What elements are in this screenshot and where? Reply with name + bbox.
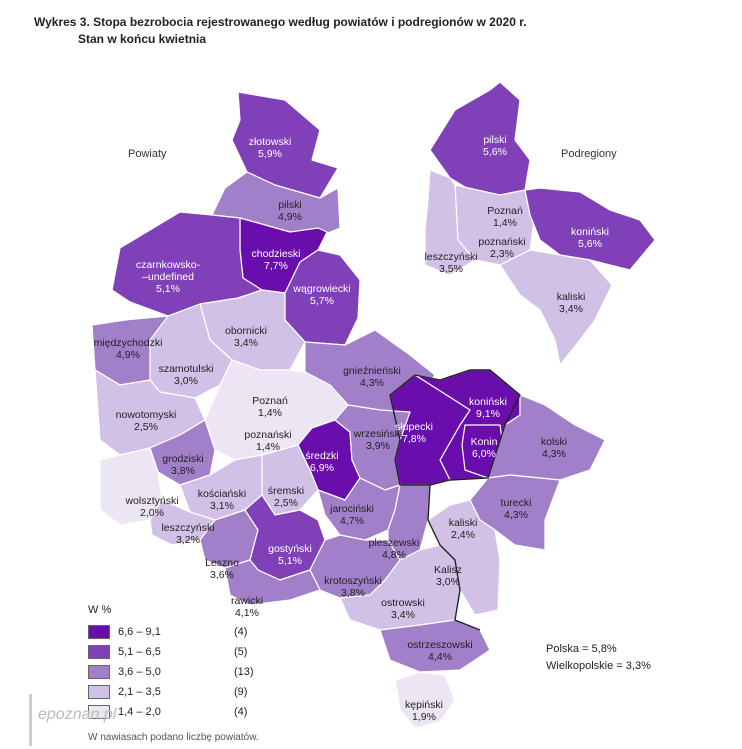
- powiat-label-12: koniński 9,1%: [469, 396, 507, 420]
- legend-row: 6,6 – 9,1 (4): [88, 622, 254, 642]
- powiat-label-34: kępiński 1,9%: [405, 699, 443, 723]
- legend-row: 1,4 – 2,0 (4): [88, 702, 254, 722]
- powiat-region-33: [379, 619, 491, 673]
- podregion-label-3: koniński 5,6%: [571, 226, 609, 250]
- legend-swatch: [88, 685, 110, 699]
- powiat-label-19: wolsztyński 2,0%: [124, 495, 178, 519]
- powiaty-heading: Powiaty: [128, 148, 167, 160]
- podregion-label-5: kaliski 3,4%: [557, 291, 586, 315]
- footnote: W nawiasach podano liczbę powiatów.: [88, 732, 259, 743]
- legend-count: (9): [234, 686, 248, 698]
- powiat-label-24: leszczyński 3,2%: [161, 522, 214, 546]
- podregion-region-4: [424, 169, 476, 276]
- powiat-label-26: gostyński 5,1%: [268, 543, 312, 567]
- powiat-label-31: rawicki 4,1%: [231, 595, 263, 619]
- powiat-label-16: grodziski 3,8%: [162, 453, 203, 477]
- powiat-label-15: kolski 4,3%: [541, 436, 567, 460]
- legend-range: 6,6 – 9,1: [118, 626, 161, 638]
- legend-range: 5,1 – 6,5: [118, 646, 161, 658]
- podregion-region-5: [499, 249, 613, 366]
- powiat-label-32: ostrowski 3,4%: [381, 597, 425, 621]
- legend-swatch: [88, 645, 110, 659]
- powiat-label-9: Poznań 1,4%: [252, 395, 288, 419]
- powiat-label-10: poznański 1,4%: [244, 429, 291, 453]
- subregion-boundary-0: [389, 369, 521, 486]
- powiat-label-14: Konin 6,0%: [471, 436, 498, 460]
- podregion-label-4: leszczyński 3,5%: [424, 251, 477, 275]
- total-wielkopolskie: Wielkopolskie = 3,3%: [546, 660, 651, 672]
- powiat-label-1: pilski 4,9%: [278, 199, 302, 223]
- podregion-label-1: Poznań 1,4%: [487, 205, 523, 229]
- powiat-label-17: średzki 6,9%: [305, 450, 338, 474]
- podregion-region-0: [429, 81, 531, 196]
- powiat-label-21: śremski 2,5%: [268, 485, 304, 509]
- powiat-region-34: [394, 671, 456, 729]
- powiat-region-16: [149, 419, 216, 486]
- subregion-boundary-1: [427, 484, 481, 631]
- legend-row: 2,1 – 3,5 (9): [88, 682, 254, 702]
- powiat-label-28: kaliski 2,4%: [449, 517, 478, 541]
- watermark-logo: epoznan.pl: [38, 706, 117, 723]
- powiat-label-30: krotoszyński 3,8%: [324, 575, 382, 599]
- powiat-label-33: ostrzeszowski 4,4%: [407, 639, 472, 663]
- powiat-label-23: turecki 4,3%: [501, 497, 532, 521]
- powiat-label-27: pleszewski 4,8%: [369, 537, 420, 561]
- map-legend: W % 6,6 – 9,1 (4) 5,1 – 6,5 (5) 3,6 – 5,0 (13…: [88, 604, 254, 722]
- chart-title: Wykres 3. Stopa bezrobocia rejestrowaneg…: [34, 14, 527, 48]
- powiat-label-3: czarnkowsko-–undefined 5,1%: [136, 259, 201, 295]
- legend-row: 3,6 – 5,0 (13): [88, 662, 254, 682]
- legend-count: (4): [234, 626, 248, 638]
- powiat-label-25: Leszno 3,6%: [205, 557, 239, 581]
- title-line-2: Stan w końcu kwietnia: [78, 32, 207, 46]
- powiat-label-22: jarociński 4,7%: [329, 503, 374, 527]
- legend-swatch: [88, 705, 110, 719]
- legend-row: 5,1 – 6,5 (5): [88, 642, 254, 662]
- powiat-label-8: gnieźnieński 4,3%: [343, 365, 401, 389]
- powiat-label-4: wągrowiecki 5,7%: [292, 283, 350, 307]
- legend-range: 2,1 – 3,5: [118, 686, 161, 698]
- podregion-label-2: poznański 2,3%: [478, 236, 525, 260]
- powiat-label-0: złotowski 5,9%: [249, 136, 292, 160]
- powiat-label-6: międzychodzki 4,9%: [94, 337, 163, 361]
- legend-range: 1,4 – 2,0: [118, 706, 161, 718]
- podregion-region-3: [524, 187, 656, 271]
- legend-heading: W %: [88, 604, 112, 616]
- powiat-region-31: [224, 559, 321, 606]
- powiat-label-5: obornicki 3,4%: [225, 325, 267, 349]
- title-line-1: Wykres 3. Stopa bezrobocia rejestrowaneg…: [34, 15, 527, 29]
- legend-swatch: [88, 625, 110, 639]
- powiat-label-7: szamotulski 3,0%: [159, 363, 214, 387]
- podregiony-heading: Podregiony: [561, 148, 617, 160]
- legend-count: (13): [234, 666, 254, 678]
- legend-swatch: [88, 665, 110, 679]
- legend-count: (5): [234, 646, 248, 658]
- legend-count: (4): [234, 706, 248, 718]
- watermark-bar: [29, 694, 32, 746]
- powiat-label-29: Kalisz 3,0%: [434, 564, 462, 588]
- powiat-label-2: chodzieski 7,7%: [251, 248, 300, 272]
- powiat-label-13: słupecki 7,8%: [395, 421, 433, 445]
- podregion-label-0: pilski 5,6%: [483, 134, 507, 158]
- powiat-label-11: nowotomyski 2,5%: [116, 409, 177, 433]
- legend-range: 3,6 – 5,0: [118, 666, 161, 678]
- powiat-label-18: wrzesiński 3,9%: [353, 428, 402, 452]
- powiat-label-20: kościański 3,1%: [198, 488, 246, 512]
- total-polska: Polska = 5,8%: [546, 643, 617, 655]
- totals-box: Polska = 5,8% Wielkopolskie = 3,3%: [546, 641, 651, 675]
